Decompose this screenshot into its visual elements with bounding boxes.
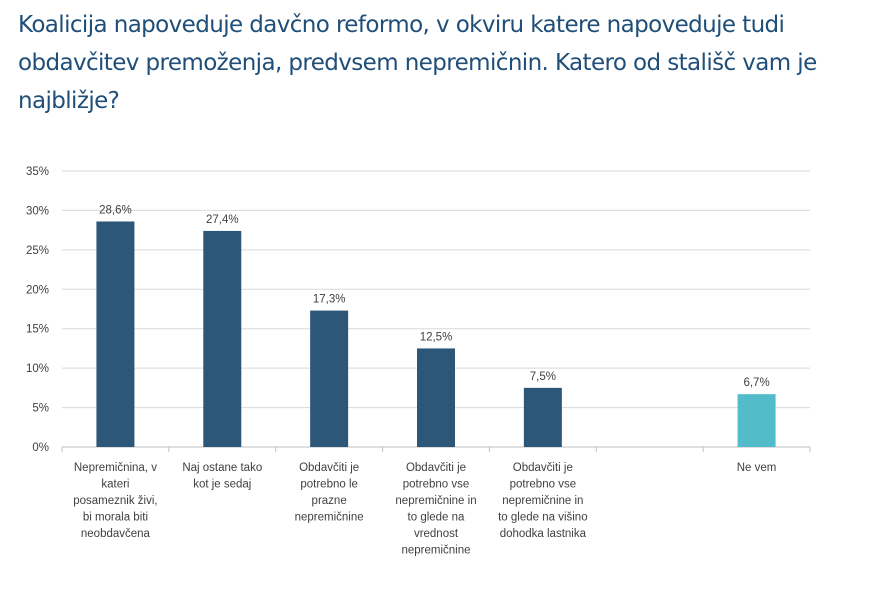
bar	[203, 230, 242, 447]
bar	[310, 310, 349, 447]
bar	[523, 387, 562, 447]
x-category-label: potrebno vse	[403, 479, 470, 491]
data-label: 6,7%	[743, 377, 769, 389]
y-tick-label: 30%	[26, 205, 49, 217]
x-category-label: potrebno le	[300, 479, 358, 491]
x-category-label: posameznik živi,	[73, 495, 157, 507]
x-category-label: Naj ostane tako	[182, 462, 262, 474]
x-category-label: Nepremičnina, v	[74, 462, 157, 474]
x-category-label: prazne	[312, 495, 347, 507]
bar	[737, 394, 776, 447]
y-tick-label: 10%	[26, 363, 49, 375]
x-category-label: Obdavčiti je	[406, 462, 466, 474]
y-tick-label: 0%	[32, 442, 49, 454]
y-tick-label: 15%	[26, 324, 49, 336]
data-label: 17,3%	[313, 294, 346, 306]
y-tick-label: 20%	[26, 284, 49, 296]
x-category-label: to glede na	[408, 512, 466, 524]
x-category-label: Ne vem	[737, 462, 777, 474]
x-category-label: Obdavčiti je	[299, 462, 359, 474]
x-category-label: potrebno vse	[510, 479, 577, 491]
x-category-label: bi morala biti	[83, 512, 148, 524]
x-category-label: nepremičnine	[295, 512, 364, 524]
y-tick-label: 25%	[26, 245, 49, 257]
x-category-label: vrednost	[414, 528, 459, 540]
x-category-label: nepremičnine in	[395, 495, 476, 507]
x-category-label: kateri	[101, 479, 129, 491]
x-category-label: to glede na višino	[498, 512, 588, 524]
x-category-label: Obdavčiti je	[513, 462, 573, 474]
chart-title: Koalicija napoveduje davčno reformo, v o…	[18, 12, 817, 114]
x-category-label: kot je sedaj	[193, 479, 251, 491]
x-category-label: neobdavčena	[81, 528, 151, 540]
y-tick-label: 5%	[32, 403, 49, 415]
x-category-label: nepremičnine in	[502, 495, 583, 507]
data-label: 7,5%	[530, 371, 556, 383]
data-label: 12,5%	[420, 331, 453, 343]
x-category-label: nepremičnine	[401, 545, 470, 557]
bar	[417, 348, 455, 447]
bar	[96, 221, 135, 447]
data-label: 27,4%	[206, 214, 239, 226]
data-label: 28,6%	[99, 204, 132, 216]
y-tick-label: 35%	[26, 166, 49, 178]
x-category-label: dohodka lastnika	[500, 528, 587, 540]
